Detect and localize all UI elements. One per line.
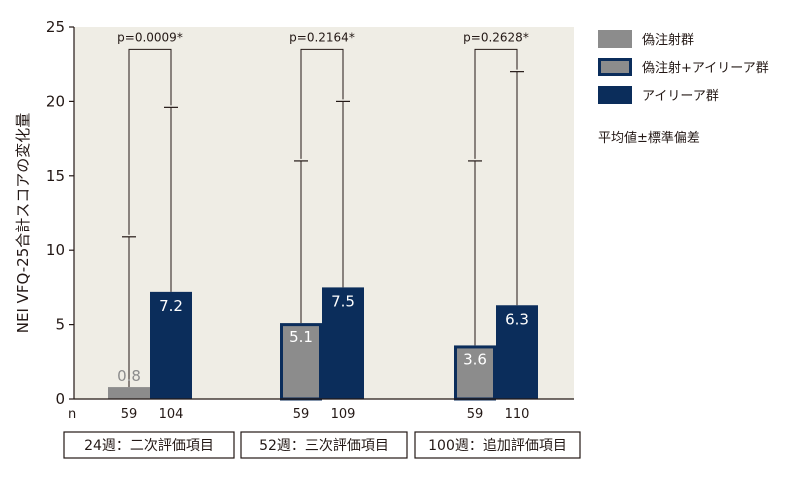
legend-swatch [598,30,632,48]
legend-label: アイリーア群 [642,89,719,104]
y-tick-label: 15 [46,167,65,185]
n-value-label: 109 [331,407,356,422]
bars-layer: 0.8 59 7.2 104 p=0.0009* 24週：二次評価項目 5.1 59 7.5 10… [63,30,581,459]
group-label-box [414,431,581,459]
y-tick-label: 25 [46,18,65,36]
bar-value-label: 6.3 [505,310,529,328]
axis-layer: 0 5 10 15 20 25 [46,18,574,408]
bar [150,291,192,399]
bar [496,305,538,399]
legend-label: 偽注射群 [642,32,694,48]
bar-value-label: 3.6 [463,350,487,368]
bar [108,387,150,399]
p-value-label: p=0.2164* [289,30,355,44]
n-value-label: 104 [159,407,184,422]
bar [454,345,496,401]
legend-label: 偽注射+アイリーア群 [642,60,769,76]
y-tick-label: 20 [46,92,65,110]
legend-swatch [598,58,632,76]
y-axis-label: NEI VFQ-25合計スコアの変化量 [14,113,32,334]
n-label: n [68,407,76,422]
n-value-label: 59 [467,407,484,422]
group-label: 100週：追加評価項目 [428,438,567,454]
n-value-label: 59 [293,407,310,422]
p-value-bracket [128,48,172,235]
bar [280,323,322,401]
n-value-label: 110 [505,407,530,422]
group-label-box [240,431,408,459]
legend-swatch [598,86,632,104]
bar [322,287,364,399]
p-value-bracket [300,48,344,159]
y-tick-label: 5 [55,316,65,334]
n-value-label: 59 [121,407,138,422]
group-label-box [63,431,235,459]
group-label: 52週：三次評価項目 [259,438,389,454]
p-value-bracket [474,48,518,159]
p-value-label: p=0.2628* [463,30,529,44]
note-text: 平均値±標準偏差 [598,130,700,146]
bar-value-label: 7.5 [331,292,355,310]
bar-value-label: 5.1 [289,328,313,346]
group-label: 24週：二次評価項目 [84,438,214,454]
bar-value-label: 0.8 [117,367,141,385]
y-tick-label: 10 [46,241,65,259]
bar-value-label: 7.2 [159,297,183,315]
y-tick-label: 0 [55,390,65,408]
p-value-label: p=0.0009* [117,30,183,44]
